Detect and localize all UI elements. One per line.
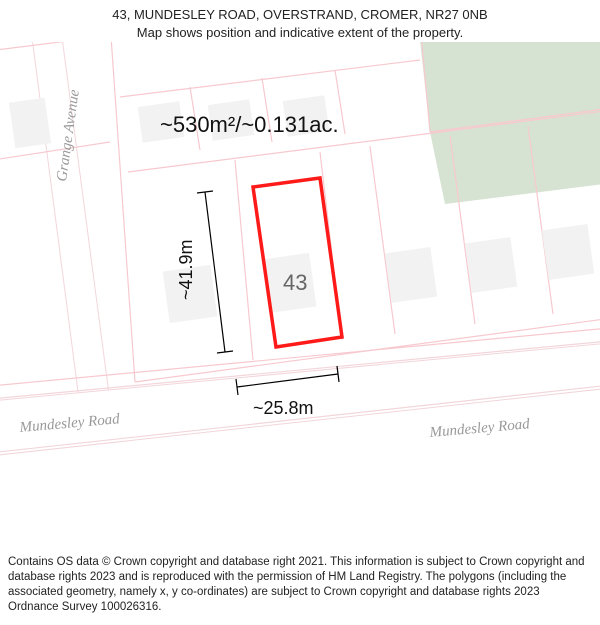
height-dim-label: ~41.9m xyxy=(176,239,196,300)
subtitle-line: Map shows position and indicative extent… xyxy=(10,24,590,42)
address-line: 43, MUNDESLEY ROAD, OVERSTRAND, CROMER, … xyxy=(10,6,590,24)
header: 43, MUNDESLEY ROAD, OVERSTRAND, CROMER, … xyxy=(0,0,600,43)
map-area: ~530m²/~0.131ac.~41.9m~25.8m43Grange Ave… xyxy=(0,42,600,522)
house-number: 43 xyxy=(283,270,307,295)
footer-text: Contains OS data © Crown copyright and d… xyxy=(8,556,585,613)
width-dim-label: ~25.8m xyxy=(253,398,314,418)
footer: Contains OS data © Crown copyright and d… xyxy=(0,549,600,625)
area-label: ~530m²/~0.131ac. xyxy=(160,112,339,137)
map-svg: ~530m²/~0.131ac.~41.9m~25.8m43Grange Ave… xyxy=(0,42,600,522)
